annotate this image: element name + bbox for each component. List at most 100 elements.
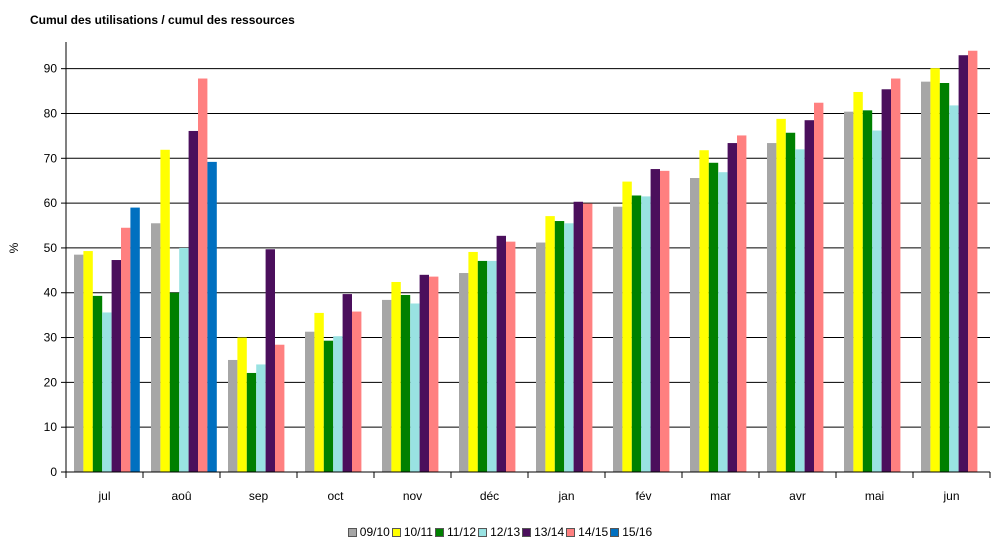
y-tick-label: 60	[44, 196, 58, 210]
legend-item: 10/11	[391, 525, 433, 539]
bar-14-15-oct	[352, 311, 362, 472]
bar-09-10-jan	[536, 242, 546, 472]
bar-09-10-mar	[690, 178, 700, 472]
bar-12-13-jun	[949, 105, 959, 472]
legend-swatch	[522, 527, 532, 537]
legend-swatch	[434, 527, 444, 537]
y-tick-label: 40	[44, 286, 58, 300]
y-tick-label: 90	[44, 62, 58, 76]
bar-13-14-mar	[727, 143, 737, 472]
bar-14-15-avr	[814, 102, 824, 472]
legend-item: 11/12	[434, 525, 477, 539]
bar-10-11-jun	[930, 68, 940, 472]
legend-label: 10/11	[403, 525, 433, 539]
x-tick-labels: jul aoû sep oct nov déc jan fév mar avr mai jun	[97, 489, 959, 503]
legend: 09/10 10/11 11/12 12/13 13/14 14/15 15/16	[0, 525, 1000, 539]
x-tick-label: sep	[249, 489, 269, 503]
bar-12-13-mar	[718, 172, 728, 472]
legend-label: 12/13	[490, 525, 521, 539]
bar-14-15-sep	[275, 344, 285, 472]
bar-11-12-jun	[939, 83, 950, 472]
legend-label: 09/10	[359, 525, 390, 539]
bar-14-15-jun	[968, 50, 978, 473]
x-tick-label: mar	[710, 489, 731, 503]
legend-label: 11/12	[446, 525, 477, 539]
bar-11-12-mar	[708, 162, 719, 473]
bar-14-15-mar	[737, 135, 747, 473]
bar-13-14-jun	[958, 55, 968, 472]
bars	[74, 50, 978, 473]
bar-12-13-jul	[102, 312, 112, 472]
bar-09-10-sep	[228, 359, 238, 472]
bar-13-14-avr	[804, 120, 814, 473]
bar-10-11-nov	[391, 281, 401, 472]
bar-10-11-jan	[545, 216, 555, 472]
bar-13-14-sep	[265, 249, 275, 472]
bar-09-10-avr	[767, 143, 777, 472]
legend-item: 12/13	[478, 525, 520, 539]
gridlines	[61, 68, 990, 473]
x-tick-label: aoû	[171, 489, 191, 503]
bar-14-15-jan	[583, 203, 593, 472]
bar-14-15-jul	[121, 227, 131, 472]
bar-09-10-aoû	[151, 223, 161, 472]
bar-12-13-aoû	[179, 247, 189, 472]
bar-10-11-mai	[853, 91, 863, 472]
x-tick-label: mai	[865, 489, 884, 503]
bar-13-14-aoû	[188, 130, 198, 472]
bar-09-10-nov	[382, 299, 392, 472]
y-tick-label: 30	[44, 331, 58, 345]
bar-13-14-nov	[419, 274, 429, 472]
bar-11-12-avr	[785, 132, 796, 472]
bar-12-13-déc	[487, 260, 497, 472]
x-tick-label: fév	[635, 489, 651, 503]
bar-12-13-mai	[872, 130, 882, 472]
bar-10-11-avr	[776, 118, 786, 473]
bar-12-13-nov	[410, 303, 420, 472]
legend-item: 14/15	[566, 525, 608, 539]
bar-11-12-fév	[631, 195, 642, 473]
bar-11-12-nov	[400, 294, 411, 472]
y-tick-label: 10	[44, 420, 58, 434]
x-tick-label: oct	[327, 489, 344, 503]
y-axis-label: %	[7, 242, 21, 253]
legend-label: 15/16	[622, 525, 653, 539]
bar-15-16-aoû	[207, 161, 217, 473]
y-tick-label: 50	[44, 241, 58, 255]
bar-15-16-jul	[130, 207, 140, 472]
legend-label: 13/14	[534, 525, 565, 539]
bar-13-14-oct	[342, 294, 352, 472]
x-tick-label: nov	[403, 489, 422, 503]
bar-11-12-oct	[323, 340, 334, 472]
x-tick-label: avr	[789, 489, 806, 503]
x-tick-label: déc	[480, 489, 499, 503]
bar-10-11-fév	[622, 181, 632, 472]
bar-11-12-mai	[862, 110, 873, 472]
bar-09-10-jun	[921, 81, 931, 472]
bar-09-10-oct	[305, 331, 315, 472]
bar-10-11-sep	[237, 337, 247, 472]
y-tick-label: 0	[50, 465, 57, 479]
legend-swatch	[478, 527, 488, 537]
bar-11-12-jan	[554, 221, 565, 472]
bar-10-11-déc	[468, 251, 478, 472]
bar-12-13-sep	[256, 364, 266, 472]
bar-10-11-mar	[699, 150, 709, 472]
bar-14-15-fév	[660, 170, 670, 473]
bar-13-14-jan	[573, 201, 583, 472]
bar-11-12-déc	[477, 260, 488, 472]
legend-swatch	[347, 527, 357, 537]
legend-item: 15/16	[610, 525, 652, 539]
x-tick-label: jul	[97, 489, 110, 503]
y-tick-label: 80	[44, 106, 58, 120]
legend-item: 09/10	[347, 525, 390, 539]
bar-13-14-déc	[496, 235, 506, 472]
bar-12-13-jan	[564, 223, 574, 472]
bar-14-15-aoû	[198, 78, 208, 472]
legend-swatch	[566, 527, 576, 537]
axes	[65, 42, 991, 478]
legend-item: 13/14	[522, 525, 564, 539]
bar-13-14-fév	[650, 169, 660, 473]
legend-label: 14/15	[578, 525, 609, 539]
y-tick-label: 70	[44, 151, 58, 165]
